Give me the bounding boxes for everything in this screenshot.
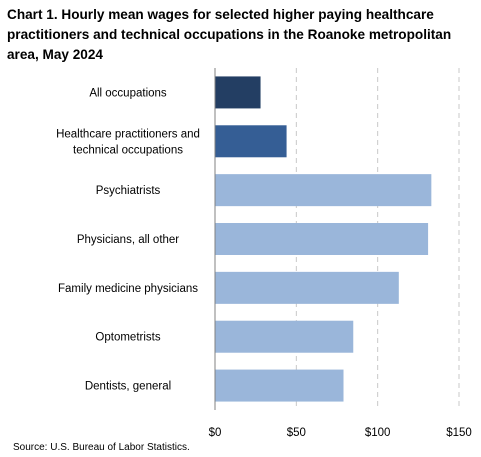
category-label-1: Healthcare practitioners and technical oc… — [56, 128, 200, 156]
x-tick-label-100: $100 — [365, 427, 391, 439]
bar-2 — [215, 174, 432, 207]
category-labels: All occupations Healthcare practitioners … — [56, 87, 200, 392]
x-tick-label-50: $50 — [287, 427, 306, 439]
bar-5 — [215, 320, 354, 353]
chart-title: Chart 1. Hourly mean wages for selected … — [7, 7, 452, 62]
bar-0 — [215, 76, 261, 109]
category-label-2: Psychiatrists — [96, 185, 161, 197]
tick-labels: $0 $50 $100 $150 — [209, 427, 472, 439]
category-label-5: Optometrists — [95, 332, 160, 344]
bar-3 — [215, 223, 429, 255]
category-label-4: Family medicine physicians — [58, 283, 198, 295]
category-label-0: All occupations — [89, 87, 167, 99]
category-label-6: Dentists, general — [85, 381, 171, 393]
x-tick-label-0: $0 — [209, 427, 222, 439]
source-note: Source: U.S. Bureau of Labor Statistics. — [13, 442, 190, 453]
bars — [215, 76, 432, 402]
x-tick-label-150: $150 — [446, 427, 472, 439]
bar-1 — [215, 125, 287, 158]
category-label-3: Physicians, all other — [77, 234, 179, 246]
bar-6 — [215, 369, 344, 402]
bar-4 — [215, 271, 399, 304]
